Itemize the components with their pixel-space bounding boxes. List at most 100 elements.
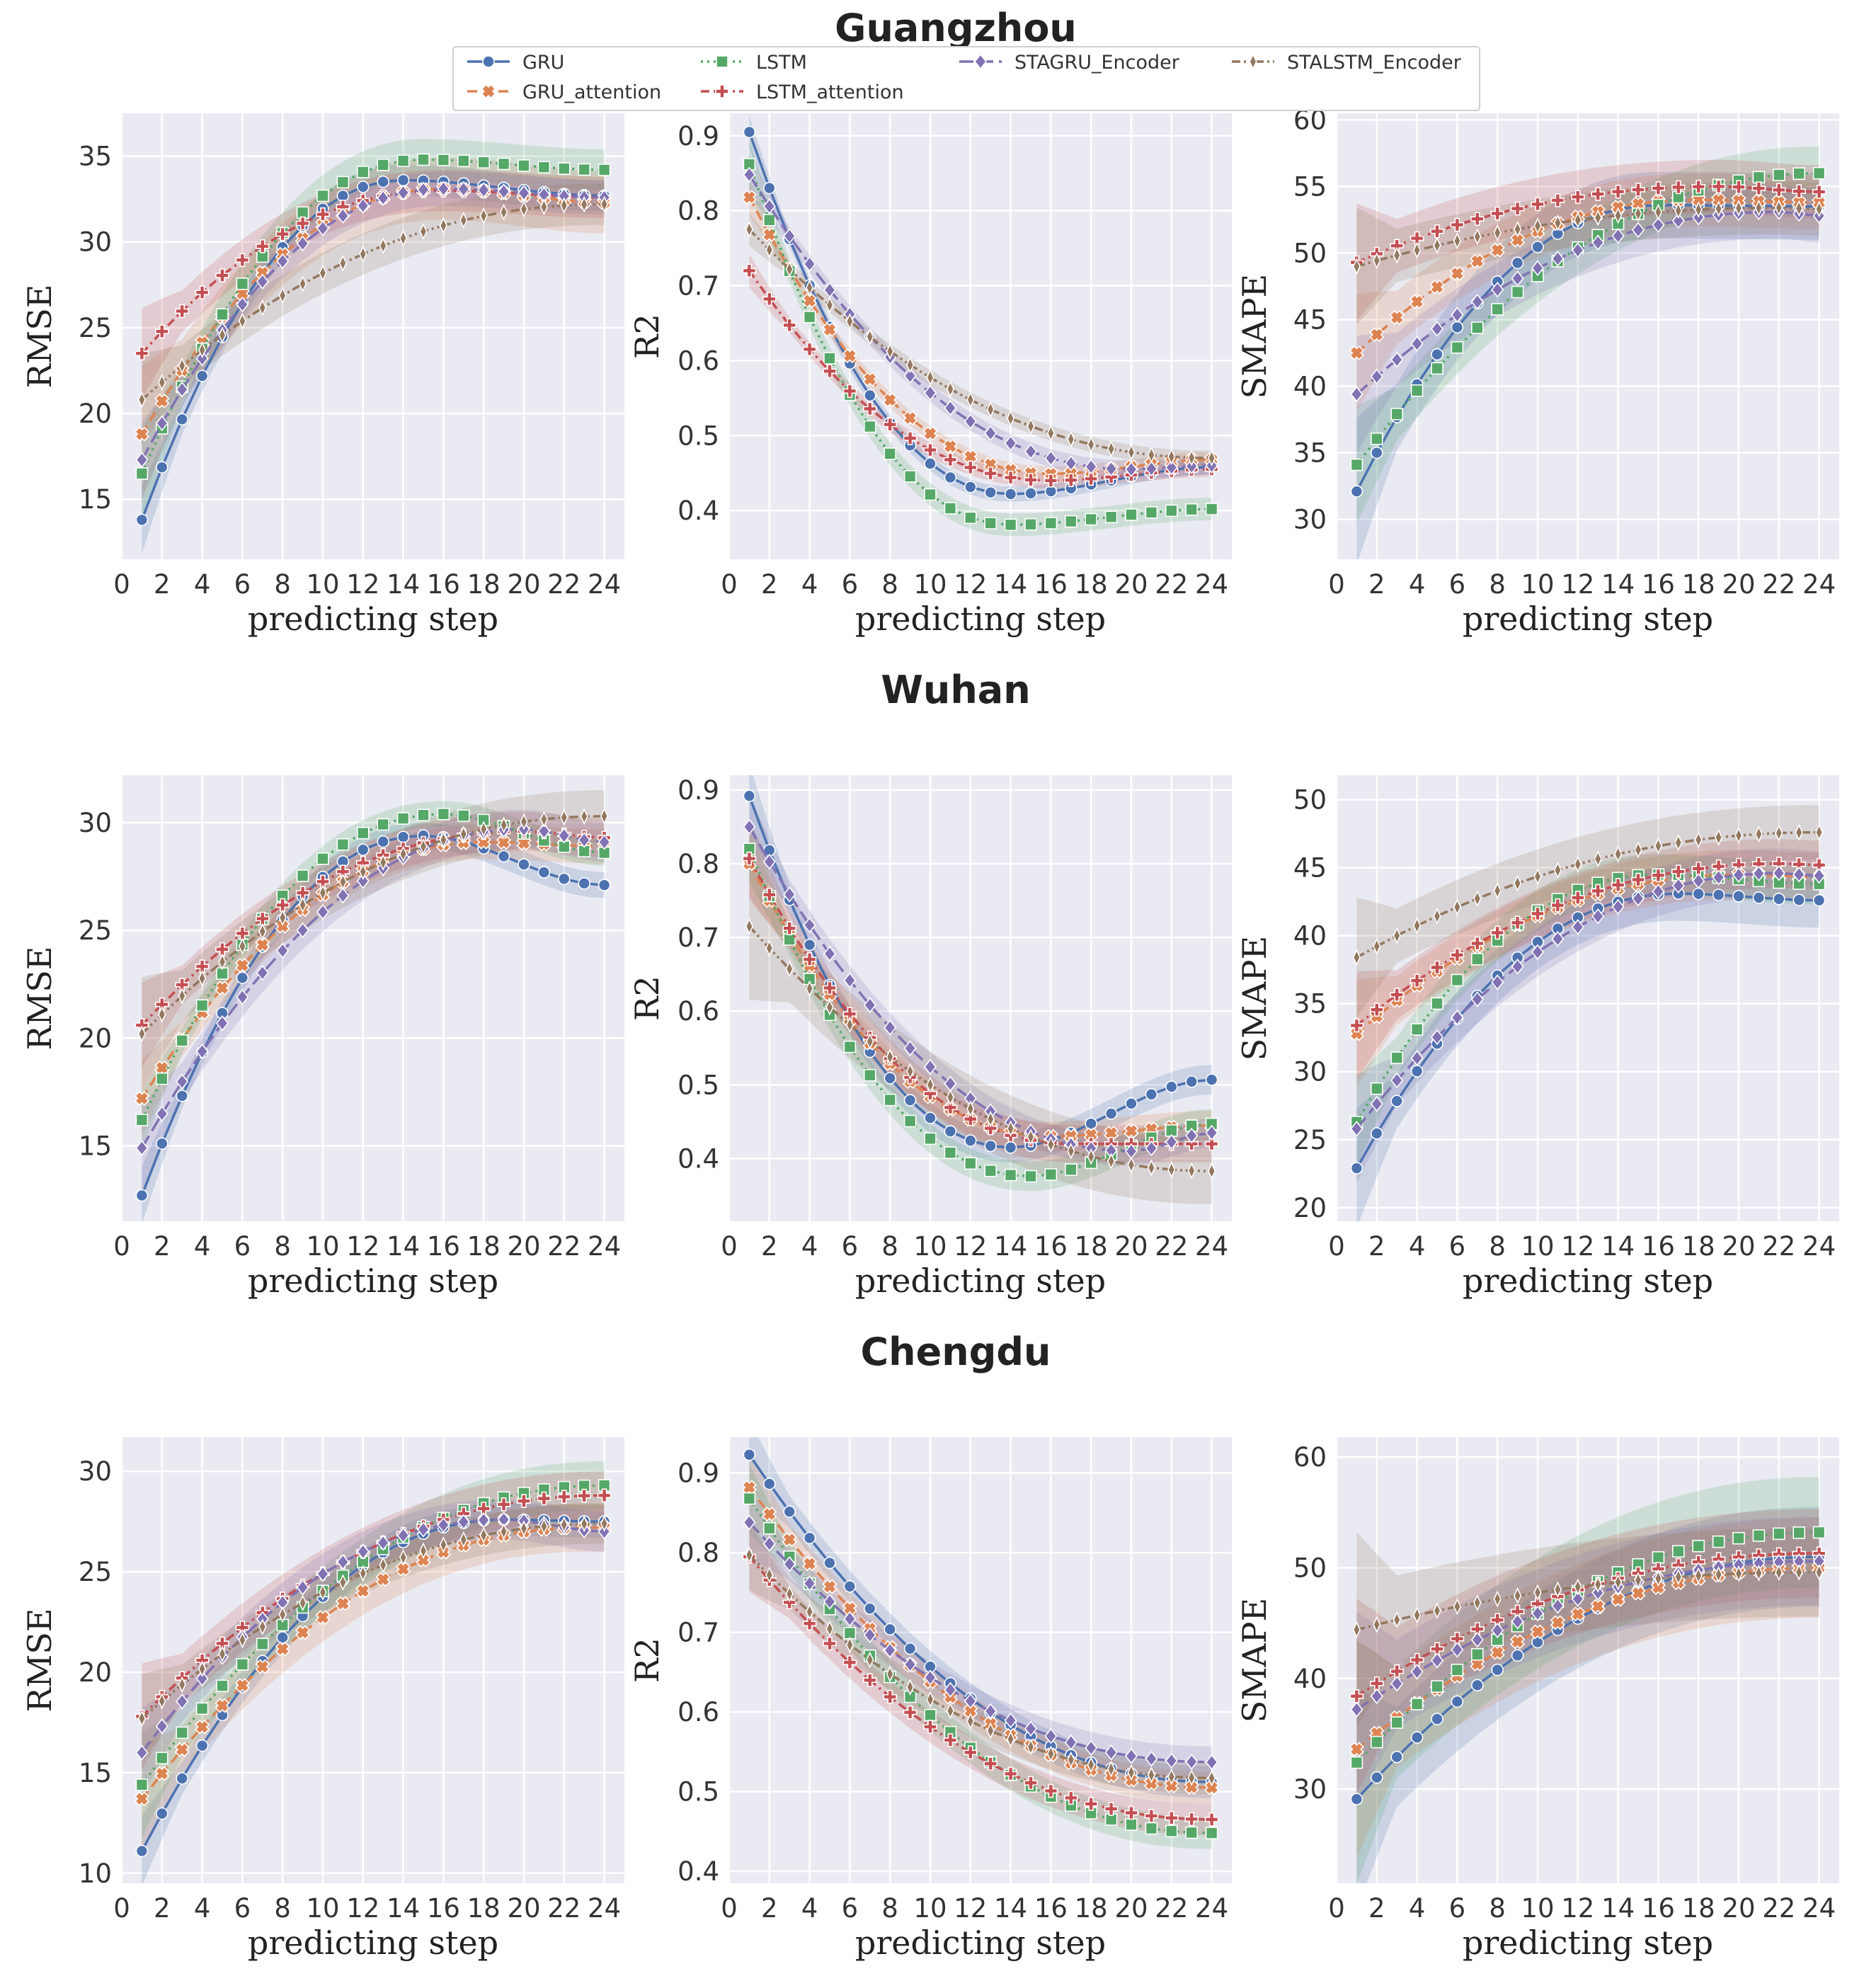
point-stagru_encoder	[863, 1627, 876, 1643]
x-tick-label: 16	[1034, 1231, 1068, 1262]
point-lstm_attention	[762, 292, 777, 307]
point-stalstm_encoder	[765, 241, 774, 258]
point-stagru_encoder	[1511, 958, 1524, 975]
point-lstm_attention	[1531, 906, 1545, 921]
x-axis-label: predicting step	[855, 1924, 1106, 1962]
point-lstm_attention	[1711, 179, 1726, 194]
point-stagru_encoder	[1145, 460, 1158, 477]
point-stalstm_encoder	[158, 1692, 166, 1710]
x-tick-label: 6	[1449, 1231, 1466, 1262]
legend-label: GRU	[522, 52, 564, 74]
point-stalstm_encoder	[520, 813, 528, 830]
point-stalstm_encoder	[419, 1542, 428, 1560]
point-stagru_encoder	[416, 1521, 430, 1538]
x-tick-label: 14	[387, 1893, 420, 1924]
legend-marker	[973, 53, 988, 70]
point-gru	[597, 879, 611, 892]
point-stalstm_encoder	[1027, 418, 1035, 435]
point-gru	[1004, 1141, 1017, 1154]
x-tick-label: 22	[1155, 1893, 1188, 1924]
point-lstm_attention	[135, 346, 149, 361]
panel-chengdu-smape: 0 2 4 6 8 10 12 14 16 18 20 22 2430405060predicting …	[1235, 1437, 1839, 1962]
point-stagru_encoder	[762, 1536, 776, 1552]
point-gru_attention	[1429, 279, 1445, 295]
point-stagru_encoder	[437, 1516, 450, 1533]
x-tick-label: 2	[154, 569, 171, 600]
point-lstm_attention	[742, 851, 757, 866]
point-lstm_attention	[195, 959, 210, 973]
point-stalstm_encoder	[926, 1076, 934, 1094]
point-gru_attention	[882, 392, 898, 408]
plot-area	[1349, 147, 1827, 559]
point-stalstm_encoder	[1775, 1564, 1783, 1582]
band-lstm	[142, 139, 605, 519]
point-stalstm_encoder	[600, 195, 609, 213]
panel-wuhan-r2: 0 2 4 6 8 10 12 14 16 18 20 22 240.40.50.60.70.80.9p…	[628, 775, 1232, 1300]
point-stalstm_encoder	[1373, 252, 1381, 270]
point-gru_attention	[1083, 1127, 1099, 1143]
point-gru_attention	[1104, 1125, 1119, 1141]
band-lstm	[1356, 147, 1819, 524]
point-lstm_attention	[1631, 183, 1645, 197]
point-lstm	[1024, 1170, 1037, 1183]
point-stagru_encoder	[1551, 930, 1565, 947]
point-stagru_encoder	[377, 190, 390, 206]
plot-background	[729, 1437, 1232, 1883]
point-lstm_attention	[1470, 212, 1485, 226]
point-gru_attention	[134, 1090, 149, 1107]
point-stalstm_encoder	[1067, 430, 1075, 448]
point-stalstm_encoder	[1412, 241, 1422, 259]
point-lstm	[1065, 515, 1077, 528]
point-stagru_encoder	[903, 367, 917, 384]
point-stagru_encoder	[1165, 1752, 1178, 1769]
point-lstm	[783, 933, 796, 946]
point-gru_attention	[762, 1507, 777, 1522]
x-tick-label: 12	[346, 1893, 379, 1924]
x-tick-label: 20	[507, 1231, 540, 1262]
point-lstm_attention	[842, 1655, 857, 1669]
y-tick-label: 45	[1293, 853, 1327, 884]
point-stalstm_encoder	[1634, 1572, 1642, 1589]
point-lstm_attention	[782, 1595, 796, 1610]
point-lstm_attention	[802, 952, 817, 966]
x-tick-label: 20	[1722, 1893, 1755, 1924]
point-stalstm_encoder	[1412, 917, 1422, 935]
point-gru	[1511, 1649, 1524, 1662]
point-gru	[1390, 1095, 1403, 1108]
point-lstm_attention	[215, 1636, 229, 1651]
point-lstm_attention	[1792, 184, 1806, 198]
point-stagru_encoder	[1104, 1744, 1118, 1761]
point-stagru_encoder	[1491, 974, 1504, 990]
point-lstm	[864, 1068, 876, 1082]
x-tick-label: 20	[1722, 1231, 1755, 1262]
point-stagru_encoder	[597, 834, 611, 850]
point-stagru_encoder	[537, 823, 551, 840]
point-stalstm_encoder	[198, 970, 207, 987]
point-stagru_encoder	[457, 1514, 470, 1530]
point-lstm_attention	[1124, 1805, 1138, 1820]
y-tick-label: 30	[79, 227, 112, 258]
point-stagru_encoder	[517, 185, 531, 201]
point-stalstm_encoder	[1674, 1568, 1683, 1586]
point-gru_attention	[1063, 1129, 1079, 1144]
point-lstm	[578, 163, 591, 176]
band-gru_attention	[749, 831, 1212, 1152]
point-stalstm_encoder	[1574, 212, 1582, 229]
point-lstm_attention	[1691, 862, 1705, 876]
point-gru	[276, 1631, 290, 1644]
point-stagru_encoder	[1410, 1050, 1424, 1066]
x-tick-label: 18	[1682, 1231, 1715, 1262]
point-lstm_attention	[175, 978, 189, 992]
point-stalstm_encoder	[1533, 217, 1542, 234]
point-stalstm_encoder	[1352, 258, 1361, 275]
point-stalstm_encoder	[1654, 1570, 1663, 1587]
point-gru_attention	[1490, 1645, 1505, 1660]
point-lstm_attention	[1450, 217, 1465, 232]
point-lstm	[1652, 1551, 1665, 1564]
point-gru_attention	[802, 293, 818, 309]
point-lstm	[1410, 1698, 1424, 1710]
point-stalstm_encoder	[1127, 444, 1136, 461]
x-axis-label: predicting step	[248, 1924, 498, 1962]
point-lstm_attention	[195, 285, 210, 299]
x-tick-label: 20	[507, 1893, 540, 1924]
